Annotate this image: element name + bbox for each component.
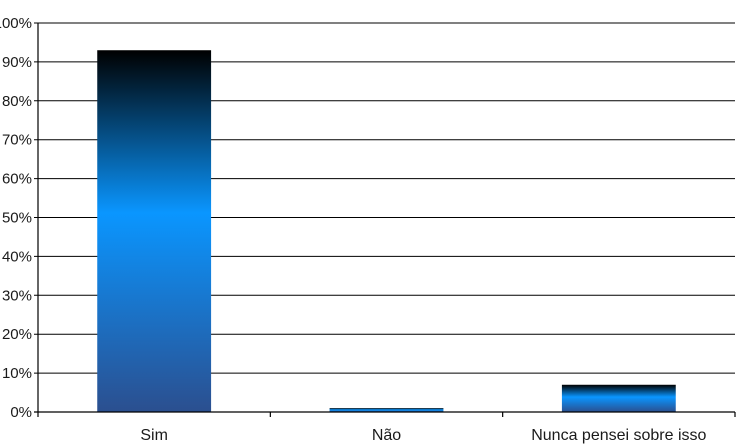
bar-nunca-pensei-sobre-isso [561, 384, 676, 412]
y-tick-label: 10% [2, 365, 32, 382]
y-tick-label: 70% [2, 132, 32, 149]
y-tick-label: 60% [2, 171, 32, 188]
y-axis-tick-labels: 0% 10% 20% 30% 40% 50% 60% 70% 80% 90% 100% [0, 15, 32, 421]
y-tick-label: 80% [2, 93, 32, 110]
x-category-label: Nunca pensei sobre isso [531, 427, 706, 444]
x-category-label: Não [372, 427, 401, 444]
axes [34, 23, 736, 417]
bar-sim [97, 50, 212, 412]
y-tick-label: 50% [2, 210, 32, 227]
x-category-label: Sim [140, 427, 168, 444]
bar-n-o [329, 408, 444, 412]
y-tick-label: 100% [0, 15, 32, 32]
y-tick-label: 30% [2, 287, 32, 304]
y-tick-label: 20% [2, 326, 32, 343]
x-axis-category-labels: Sim Não Nunca pensei sobre isso [140, 427, 706, 444]
y-tick-label: 0% [10, 404, 32, 421]
y-tick-label: 40% [2, 248, 32, 265]
y-tick-label: 90% [2, 54, 32, 71]
bars [97, 50, 676, 412]
